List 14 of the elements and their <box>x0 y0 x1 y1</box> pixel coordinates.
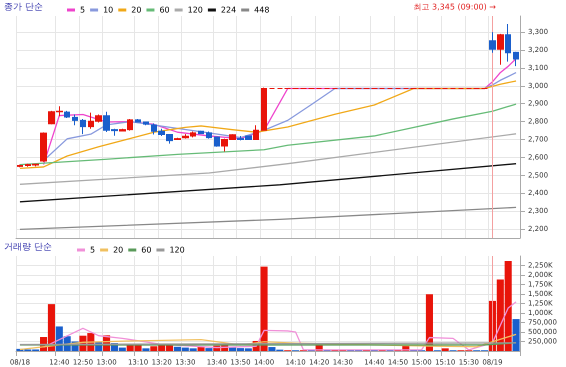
legend-label: 20 <box>113 246 124 254</box>
legend-label: 120 <box>169 246 185 254</box>
legend-label: 60 <box>159 6 170 14</box>
legend-label: 224 <box>220 6 236 14</box>
legend-label: 20 <box>131 6 142 14</box>
legend-label: 60 <box>141 246 152 254</box>
legend-label: 5 <box>90 246 96 254</box>
text: 최고 3,345 (09:00) → <box>413 2 496 12</box>
legend-label: 10 <box>103 6 114 14</box>
legend-label: 448 <box>254 6 270 14</box>
legend-title: 종가 단순 <box>4 2 43 12</box>
legend-label: 120 <box>188 6 203 14</box>
legend-title: 거래량 단순 <box>4 242 52 252</box>
legend-label: 5 <box>80 6 86 14</box>
